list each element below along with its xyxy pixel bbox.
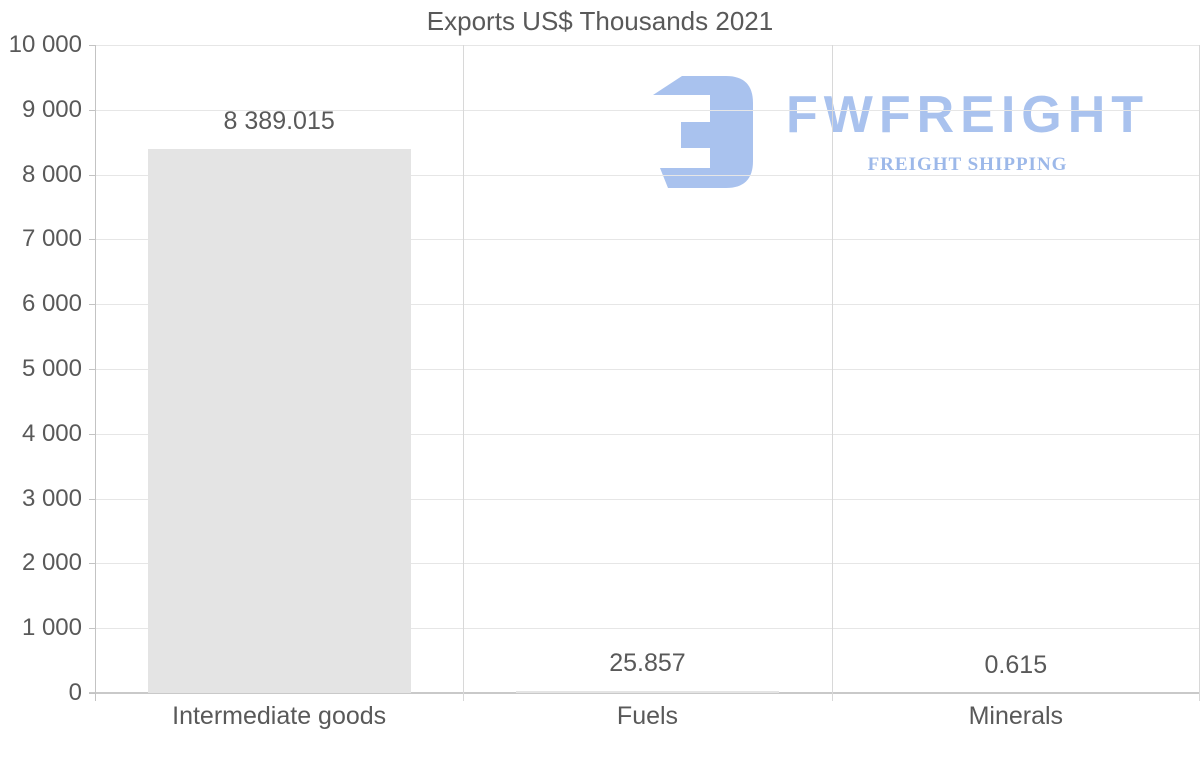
y-tick-label: 3 000 [21, 484, 82, 512]
gridline [95, 369, 1200, 370]
gridline [95, 628, 1200, 630]
logo-tagline-text: FREIGHT SHIPPING [867, 154, 1068, 175]
fwfreight-logo-icon [653, 76, 753, 188]
y-tick-label: 7 000 [21, 225, 82, 253]
x-tick-label: Fuels [616, 702, 679, 730]
y-axis-tick [89, 628, 95, 630]
y-tick-label: 6 000 [21, 290, 82, 318]
bar-value-label: 8 389.015 [223, 107, 335, 136]
bar-value-label: 0.615 [984, 650, 1048, 679]
gridline [95, 109, 1200, 111]
y-axis-tick [89, 693, 95, 694]
gridline [95, 563, 1200, 565]
y-axis-tick [89, 498, 95, 500]
x-tick-label: Intermediate goods [172, 702, 387, 730]
chart-title: Exports US$ Thousands 2021 [426, 6, 774, 36]
gridline [95, 498, 1200, 500]
y-axis-tick [89, 304, 95, 306]
y-axis-labels: 0 1 000 2 000 3 000 4 000 5 000 6 000 7 000 8 00… [0, 31, 82, 706]
y-axis-line [95, 45, 96, 701]
bar [147, 149, 411, 693]
category-separator [831, 45, 833, 701]
y-tick-label: 2 000 [21, 549, 82, 577]
y-axis-tick [89, 563, 95, 565]
fwfreight-logo: FWFREIGHT FREIGHT SHIPPING [648, 66, 1158, 191]
y-tick-label: 4 000 [21, 419, 82, 447]
x-axis-baseline [89, 692, 1200, 694]
y-tick-label: 8 000 [21, 160, 82, 188]
plot-area: 8 389.015 25.857 0.615 [89, 45, 1200, 701]
logo-icon-shape [653, 76, 753, 188]
y-axis-tick [89, 109, 95, 111]
y-axis-tick [89, 369, 95, 370]
y-tick-label: 5 000 [21, 355, 82, 382]
logo-text-block: FWFREIGHT FREIGHT SHIPPING [786, 89, 1149, 174]
x-axis-labels: Intermediate goods Fuels Minerals [95, 702, 1200, 742]
bar [516, 691, 779, 693]
y-axis-tick [89, 433, 95, 435]
gridline [95, 239, 1200, 241]
bar-value-label: 25.857 [609, 649, 686, 678]
gridline [95, 174, 1200, 176]
y-tick-label: 10 000 [8, 31, 82, 58]
y-axis-tick [89, 239, 95, 241]
gridline [95, 433, 1200, 435]
y-axis-tick [89, 174, 95, 176]
category-separator [463, 45, 465, 701]
x-tick-label: Minerals [968, 702, 1064, 730]
y-axis-tick [89, 45, 95, 46]
gridline [95, 45, 1200, 46]
y-tick-label: 1 000 [21, 614, 82, 642]
y-tick-label: 9 000 [21, 95, 82, 123]
y-tick-label: 0 [68, 679, 82, 706]
gridline [95, 304, 1200, 306]
logo-brand-text: FWFREIGHT [786, 86, 1150, 144]
